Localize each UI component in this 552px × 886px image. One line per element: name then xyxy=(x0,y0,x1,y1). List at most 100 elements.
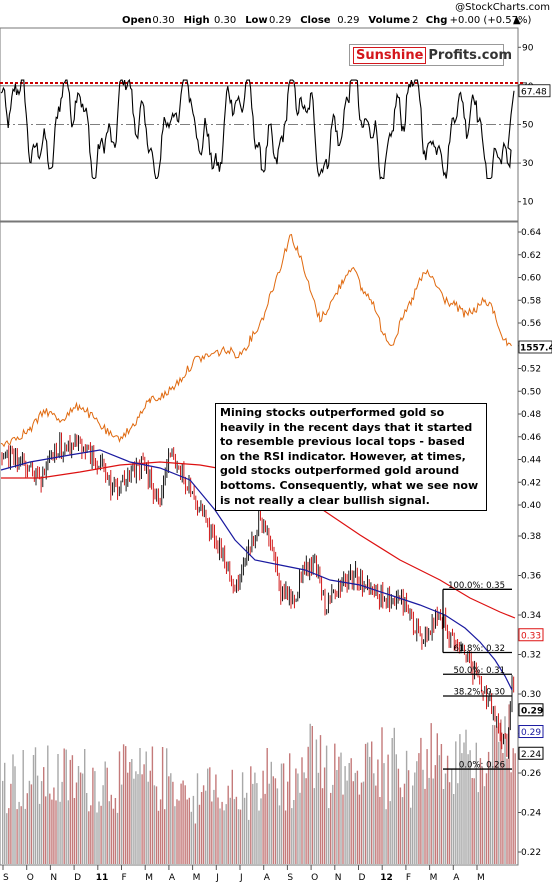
x-tick-label: J xyxy=(239,873,243,883)
price-y-tick-label: 0.30 xyxy=(521,690,541,700)
volume-bar xyxy=(274,778,277,864)
price-badge xyxy=(518,725,544,739)
volume-bar xyxy=(129,762,131,864)
volume-bar xyxy=(159,799,162,864)
volume-bar xyxy=(47,745,49,864)
volume-bar xyxy=(200,792,203,864)
gold-y-tick-label: 0.46 xyxy=(521,433,541,443)
x-tick-label: M xyxy=(477,873,485,883)
volume-bar xyxy=(213,789,215,864)
volume-bar xyxy=(455,741,457,864)
volume-bar xyxy=(504,716,506,864)
volume-bar xyxy=(110,794,112,864)
volume-bar xyxy=(387,754,389,864)
volume-bar xyxy=(131,759,133,864)
volume-bar xyxy=(205,790,207,864)
x-tick-label: M xyxy=(145,873,153,883)
volume-bar xyxy=(475,742,477,864)
volume-bar xyxy=(98,801,100,864)
volume-bar xyxy=(467,754,469,864)
volume-bar xyxy=(164,809,166,864)
volume-bar xyxy=(217,797,219,864)
rsi-series-line xyxy=(0,78,515,180)
volume-bar xyxy=(371,741,373,864)
volume-bar xyxy=(231,769,233,864)
volume-bar xyxy=(319,735,322,864)
gold-y-tick-label: 0.50 xyxy=(521,387,541,397)
volume-bar xyxy=(383,763,385,864)
volume-bar xyxy=(287,781,289,864)
gold-y-tick-label: 0.48 xyxy=(521,410,541,420)
volume-bar xyxy=(340,752,342,864)
volume-bar xyxy=(338,756,340,864)
volume-bar xyxy=(92,767,94,864)
volume-bar xyxy=(473,778,475,864)
volume-bar xyxy=(84,749,86,864)
price-badge xyxy=(518,628,544,642)
volume-bar xyxy=(241,772,244,864)
volume-bar xyxy=(393,727,395,864)
chg-up-arrow: ▲ xyxy=(513,15,521,26)
volume-bar xyxy=(477,792,479,864)
volume-bar xyxy=(270,761,272,864)
volume-bar xyxy=(500,719,502,864)
logo-part-sunshine: Sunshine xyxy=(353,46,427,64)
volume-bar xyxy=(75,782,78,864)
volume-bar xyxy=(96,812,98,864)
volume-bar xyxy=(174,806,176,864)
volume-bar xyxy=(100,805,102,864)
volume-bar xyxy=(430,723,432,864)
volume-bar xyxy=(14,766,16,864)
volume-bar xyxy=(55,800,57,864)
volume-bar xyxy=(395,754,397,864)
x-tick-label: S xyxy=(3,873,9,883)
volume-bar xyxy=(262,770,264,864)
x-tick-label: 12 xyxy=(380,873,393,883)
volume-bar xyxy=(57,754,59,864)
volume-bar xyxy=(442,789,445,864)
volume-bar xyxy=(94,771,96,864)
volume-bar xyxy=(451,768,453,864)
volume-bar xyxy=(184,785,186,864)
rsi-y-tick-label: 30 xyxy=(522,159,534,169)
volume-bar xyxy=(364,743,367,864)
x-tick-label: A xyxy=(453,873,460,883)
volume-bar xyxy=(512,748,514,864)
volume-bar xyxy=(260,798,262,864)
volume-bar xyxy=(420,737,422,864)
volume-bar xyxy=(266,748,268,864)
volume-bar xyxy=(330,792,332,864)
volume-bar xyxy=(317,772,320,864)
volume-bar xyxy=(291,808,293,864)
volume-bar xyxy=(194,823,197,864)
volume-bar xyxy=(198,804,201,864)
volume-bar xyxy=(344,766,346,864)
price-y-tick-label: 0.26 xyxy=(521,769,541,779)
volume-bar xyxy=(453,794,455,864)
volume-bar xyxy=(315,739,318,864)
volume-bar xyxy=(334,743,336,864)
volume-bar xyxy=(297,773,299,864)
volume-bar xyxy=(436,733,438,864)
volume-bar xyxy=(461,753,463,864)
price-y-tick-label: 0.36 xyxy=(521,572,541,582)
rsi-y-tick-label: 10 xyxy=(522,198,534,208)
volume-bar xyxy=(352,781,354,864)
gold-current-label: 1557.4 xyxy=(520,344,552,354)
volume-bar xyxy=(106,767,108,864)
volume-bar xyxy=(422,769,424,864)
volume-bar xyxy=(463,742,465,864)
volume-bar xyxy=(139,748,141,864)
volume-bar xyxy=(289,753,291,864)
volume-bar xyxy=(348,763,350,864)
volume-bar xyxy=(498,741,500,864)
ohlc-value: 2 xyxy=(412,15,418,26)
volume-bar xyxy=(239,809,242,864)
volume-bar xyxy=(307,746,309,864)
volume-bar xyxy=(282,763,285,864)
volume-bar xyxy=(32,755,35,864)
volume-bar xyxy=(40,781,43,864)
volume-bar xyxy=(440,744,443,864)
volume-bar xyxy=(49,793,51,864)
